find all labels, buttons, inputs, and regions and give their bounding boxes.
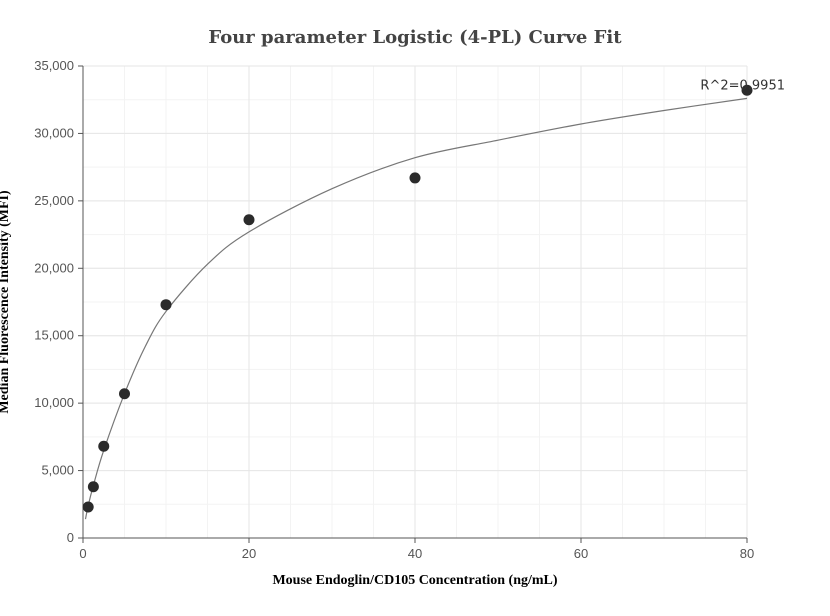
y-tick-label: 5,000	[41, 463, 74, 478]
grid	[82, 65, 748, 539]
y-axis-title: Median Fluorescence Intensity (MFI)	[0, 190, 12, 414]
x-axis-title: Mouse Endoglin/CD105 Concentration (ng/m…	[272, 573, 557, 588]
x-tick-label: 80	[740, 546, 754, 561]
data-point	[741, 84, 753, 96]
y-tick-label: 35,000	[34, 58, 74, 73]
data-point	[87, 481, 99, 493]
data-point	[82, 501, 94, 513]
x-tick-label: 40	[408, 546, 422, 561]
axes	[78, 65, 748, 543]
y-tick-label: 10,000	[34, 395, 74, 410]
data-point	[243, 214, 255, 226]
data-point	[98, 440, 110, 452]
tick-labels: 0 20 40 60 80 0 5,000 10,000 15,000 20,000 25,000 3…	[34, 58, 754, 561]
y-tick-label: 15,000	[34, 328, 74, 343]
r-squared-annotation: R^2=0.9951	[700, 78, 785, 93]
chart-title: Four parameter Logistic (4-PL) Curve Fit	[208, 27, 622, 48]
x-tick-label: 20	[242, 546, 256, 561]
y-tick-label: 20,000	[34, 260, 74, 275]
x-tick-label: 60	[574, 546, 588, 561]
y-tick-label: 30,000	[34, 125, 74, 140]
data-point	[160, 299, 172, 311]
fit-curve	[84, 97, 748, 520]
y-tick-label: 25,000	[34, 193, 74, 208]
data-points	[82, 84, 753, 513]
data-point	[119, 388, 130, 400]
data-point	[409, 172, 421, 184]
y-tick-label: 0	[67, 530, 74, 545]
x-tick-label: 0	[79, 546, 86, 561]
